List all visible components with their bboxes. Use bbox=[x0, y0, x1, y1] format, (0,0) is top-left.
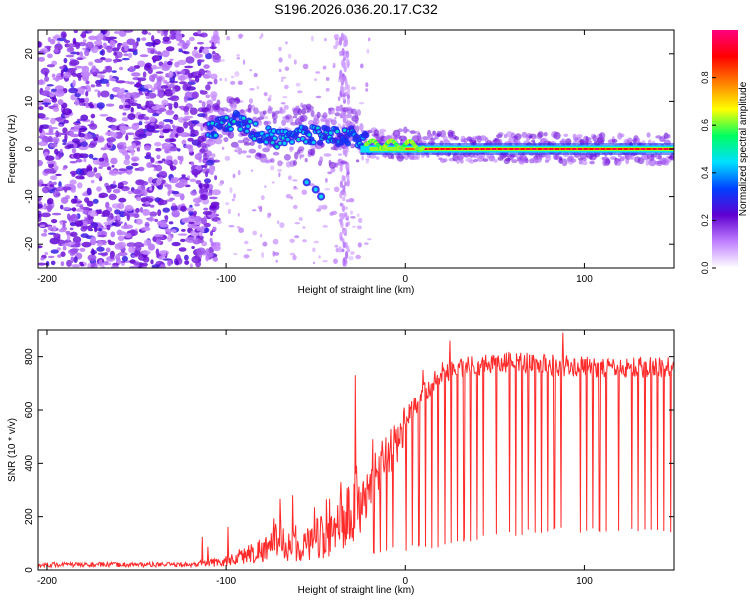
snr-x-tick-label: -200 bbox=[37, 576, 57, 587]
snr-panel: -200 -100 0 100 0 200 400 600 800 Height of stra… bbox=[7, 329, 675, 596]
spectrogram-blobs bbox=[38, 30, 674, 268]
colorbar: 0.0 0.2 0.4 0.6 0.8 Normalized spectral ampl… bbox=[700, 30, 749, 274]
snr-y-tick-label: 0 bbox=[24, 567, 35, 573]
spectrogram-y-tick-label: 0 bbox=[24, 146, 35, 152]
colorbar-tick-label: 0.2 bbox=[700, 214, 710, 227]
colorbar-tick-label: 0.0 bbox=[700, 262, 710, 275]
snr-x-tick-label: -100 bbox=[216, 576, 236, 587]
snr-line-group bbox=[38, 332, 674, 569]
colorbar-tick-label: 0.8 bbox=[700, 71, 710, 84]
spectrogram-image bbox=[38, 30, 674, 268]
spectrogram-x-tick-label: -100 bbox=[216, 274, 236, 285]
colorbar-tick-label: 0.4 bbox=[700, 167, 710, 180]
spectrogram-y-tick-label: 10 bbox=[24, 95, 35, 107]
spectrogram-x-label: Height of straight line (km) bbox=[298, 285, 415, 296]
snr-ticks: -200 -100 0 100 0 200 400 600 800 bbox=[24, 330, 674, 587]
spectrogram-y-tick-label: 20 bbox=[24, 48, 35, 60]
colorbar-tick-label: 0.6 bbox=[700, 119, 710, 132]
spectrogram-y-tick-label: -20 bbox=[24, 237, 35, 252]
snr-x-label: Height of straight line (km) bbox=[298, 585, 415, 596]
colorbar-label: Normalized spectral amplitude bbox=[738, 81, 749, 216]
snr-y-tick-label: 800 bbox=[24, 348, 35, 365]
snr-frame bbox=[37, 329, 675, 571]
spectrogram-y-tick-label: -10 bbox=[24, 189, 35, 204]
snr-x-tick-label: 0 bbox=[402, 576, 408, 587]
colorbar-ticks: 0.0 0.2 0.4 0.6 0.8 bbox=[700, 71, 716, 274]
snr-x-tick-label: 100 bbox=[576, 576, 593, 587]
spectrogram-y-label: Frequency (Hz) bbox=[7, 115, 18, 184]
spectrogram-x-tick-label: 100 bbox=[576, 274, 593, 285]
spectrogram-x-tick-label: 0 bbox=[402, 274, 408, 285]
snr-y-tick-label: 200 bbox=[24, 508, 35, 525]
figure-title: S196.2026.036.20.17.C32 bbox=[274, 1, 438, 17]
snr-y-label: SNR (10 * v/v) bbox=[7, 418, 18, 482]
snr-y-tick-label: 400 bbox=[24, 455, 35, 472]
snr-series-line bbox=[38, 332, 674, 569]
snr-y-tick-label: 600 bbox=[24, 401, 35, 418]
spectrogram-x-tick-label: -200 bbox=[37, 274, 57, 285]
colorbar-gradient bbox=[712, 30, 738, 268]
